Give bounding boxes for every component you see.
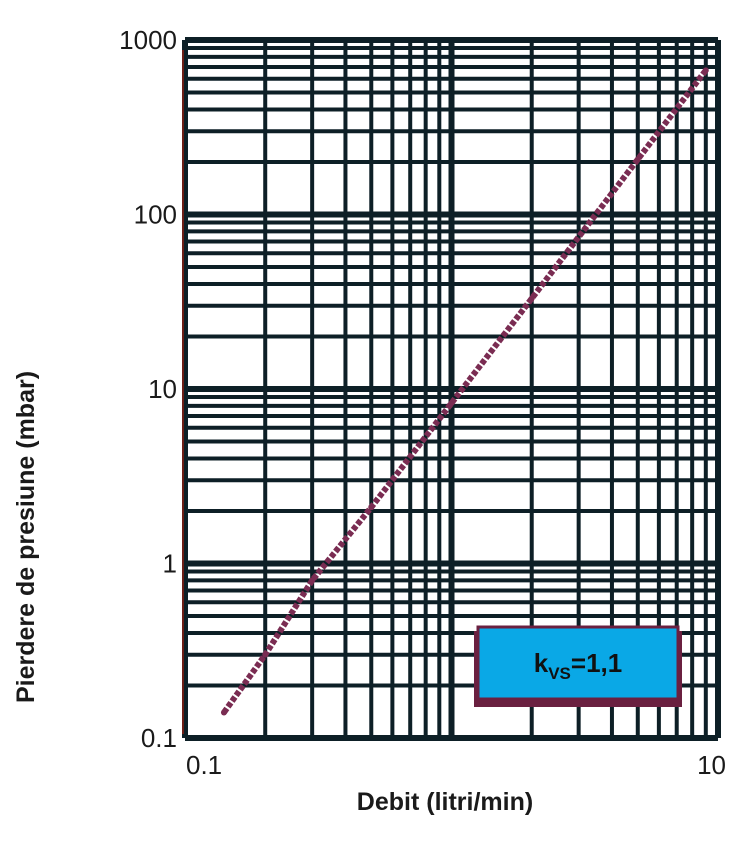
annotation-base: k <box>534 648 549 678</box>
y-axis-title: Pierdere de presiune (mbar) <box>12 371 40 703</box>
annotation-rest: =1,1 <box>571 648 622 678</box>
annotation-layer: kVS=1,1 <box>474 625 682 707</box>
y-tick-label: 0.1 <box>141 723 177 753</box>
series-point <box>528 295 535 302</box>
series-point <box>220 709 227 716</box>
y-tick-label: 1000 <box>119 25 177 55</box>
series-point <box>448 400 455 407</box>
annotation-label: kVS=1,1 <box>534 648 622 683</box>
series-point <box>262 651 269 658</box>
grid-layer <box>185 40 718 738</box>
series-layer <box>220 67 709 716</box>
x-tick-label: 10 <box>697 750 726 780</box>
series-point <box>634 156 641 163</box>
tick-labels-layer: 0.1 1 10 100 1000 0.1 10 <box>119 25 726 780</box>
series-point <box>702 67 709 74</box>
series-point <box>368 504 375 511</box>
x-axis-title: Debit (litri/min) <box>357 788 533 816</box>
annotation-box <box>476 625 680 701</box>
series-line <box>221 68 709 715</box>
y-tick-label: 10 <box>148 374 177 404</box>
x-tick-label: 0.1 <box>186 750 222 780</box>
frame-layer <box>182 37 721 741</box>
y-tick-label: 1 <box>163 549 177 579</box>
y-tick-label: 100 <box>134 200 177 230</box>
annotation-subscript: VS <box>548 664 571 683</box>
series-point <box>309 577 316 584</box>
